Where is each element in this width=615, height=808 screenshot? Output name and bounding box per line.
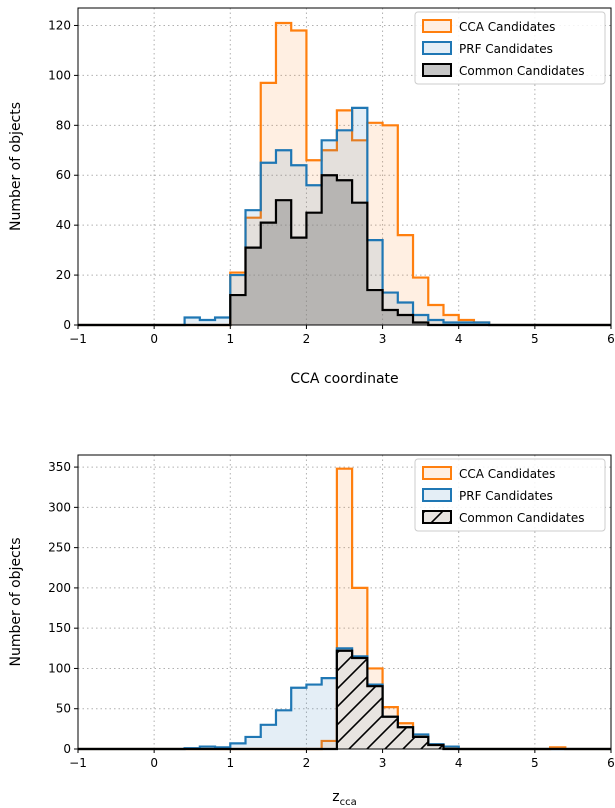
legend-item: PRF Candidates bbox=[422, 41, 553, 56]
legend-label: PRF Candidates bbox=[459, 489, 553, 503]
legend-swatch bbox=[422, 19, 452, 33]
y-tick-label: 20 bbox=[56, 268, 71, 282]
x-tick-label: 4 bbox=[455, 756, 463, 770]
y-tick-label: 0 bbox=[63, 318, 71, 332]
legend-box bbox=[414, 458, 606, 532]
legend-swatch bbox=[422, 510, 452, 524]
top-y-axis-label: Number of objects bbox=[8, 102, 24, 231]
series-fill bbox=[78, 22, 611, 325]
y-tick-label: 100 bbox=[48, 661, 71, 675]
y-tick-label: 80 bbox=[56, 118, 71, 132]
x-tick-label: 4 bbox=[455, 332, 463, 346]
y-tick-label: 350 bbox=[48, 460, 71, 474]
legend-item: CCA Candidates bbox=[422, 466, 555, 481]
series-prf-candidates bbox=[78, 106, 611, 327]
y-tick-label: 250 bbox=[48, 541, 71, 555]
legend-box bbox=[414, 11, 606, 85]
bottom-plot-frame bbox=[77, 454, 612, 750]
y-tick-label: 50 bbox=[56, 702, 71, 716]
x-tick-label: 1 bbox=[226, 756, 234, 770]
x-tick-label: 1 bbox=[226, 332, 234, 346]
legend-label: Common Candidates bbox=[459, 64, 584, 78]
legend-item: Common Candidates bbox=[422, 510, 584, 525]
legend-swatch-bg bbox=[423, 467, 451, 479]
top-x-axis-label: CCA coordinate bbox=[290, 371, 398, 387]
x-tick-label: 0 bbox=[150, 332, 158, 346]
x-tick-label: 6 bbox=[607, 332, 615, 346]
x-tick-label: 6 bbox=[607, 756, 615, 770]
legend-label: CCA Candidates bbox=[459, 20, 555, 34]
legend-item: CCA Candidates bbox=[422, 19, 555, 34]
top-plot-frame bbox=[77, 7, 612, 326]
legend-label: CCA Candidates bbox=[459, 467, 555, 481]
series-fill bbox=[78, 650, 611, 749]
bottom-y-axis-label: Number of objects bbox=[8, 537, 24, 666]
bottom-x-axis-label-main: z bbox=[332, 789, 339, 805]
series-fill bbox=[78, 468, 611, 749]
legend-swatch-bg bbox=[423, 42, 451, 54]
x-tick-label: 5 bbox=[531, 332, 539, 346]
series-outline bbox=[78, 106, 611, 327]
legend-label: Common Candidates bbox=[459, 511, 584, 525]
legend-label: PRF Candidates bbox=[459, 42, 553, 56]
legend-swatch bbox=[422, 41, 452, 55]
series-common-candidates bbox=[78, 649, 611, 751]
series-fill bbox=[78, 107, 611, 325]
bottom-x-axis-label-subscript: cca bbox=[340, 797, 357, 808]
legend-swatch bbox=[422, 488, 452, 502]
bottom-legend: CCA Candidates PRF Candidates Common Candi… bbox=[414, 458, 606, 532]
y-tick-label: 150 bbox=[48, 621, 71, 635]
legend-swatch bbox=[422, 466, 452, 480]
x-tick-label: 3 bbox=[379, 332, 387, 346]
legend-swatch-bg bbox=[423, 20, 451, 32]
x-tick-label: 2 bbox=[303, 756, 311, 770]
legend-swatch-bg bbox=[423, 64, 451, 76]
series-fill bbox=[78, 175, 611, 325]
y-tick-label: 60 bbox=[56, 168, 71, 182]
y-tick-label: 100 bbox=[48, 68, 71, 82]
x-tick-label: 0 bbox=[150, 756, 158, 770]
top-legend: CCA Candidates PRF Candidates Common Candi… bbox=[414, 11, 606, 85]
x-tick-label: −1 bbox=[69, 332, 87, 346]
x-tick-label: −1 bbox=[69, 756, 87, 770]
bottom-x-axis-label: zcca bbox=[332, 789, 356, 808]
y-tick-label: 120 bbox=[48, 18, 71, 32]
x-tick-label: 3 bbox=[379, 756, 387, 770]
legend-item: PRF Candidates bbox=[422, 488, 553, 503]
y-tick-label: 200 bbox=[48, 581, 71, 595]
legend-swatch-bg bbox=[423, 489, 451, 501]
x-tick-label: 2 bbox=[303, 332, 311, 346]
x-tick-label: 5 bbox=[531, 756, 539, 770]
y-tick-label: 40 bbox=[56, 218, 71, 232]
legend-swatch bbox=[422, 63, 452, 77]
y-tick-label: 300 bbox=[48, 500, 71, 514]
y-tick-label: 0 bbox=[63, 742, 71, 756]
series-common-candidates bbox=[78, 174, 611, 327]
legend-item: Common Candidates bbox=[422, 63, 584, 78]
